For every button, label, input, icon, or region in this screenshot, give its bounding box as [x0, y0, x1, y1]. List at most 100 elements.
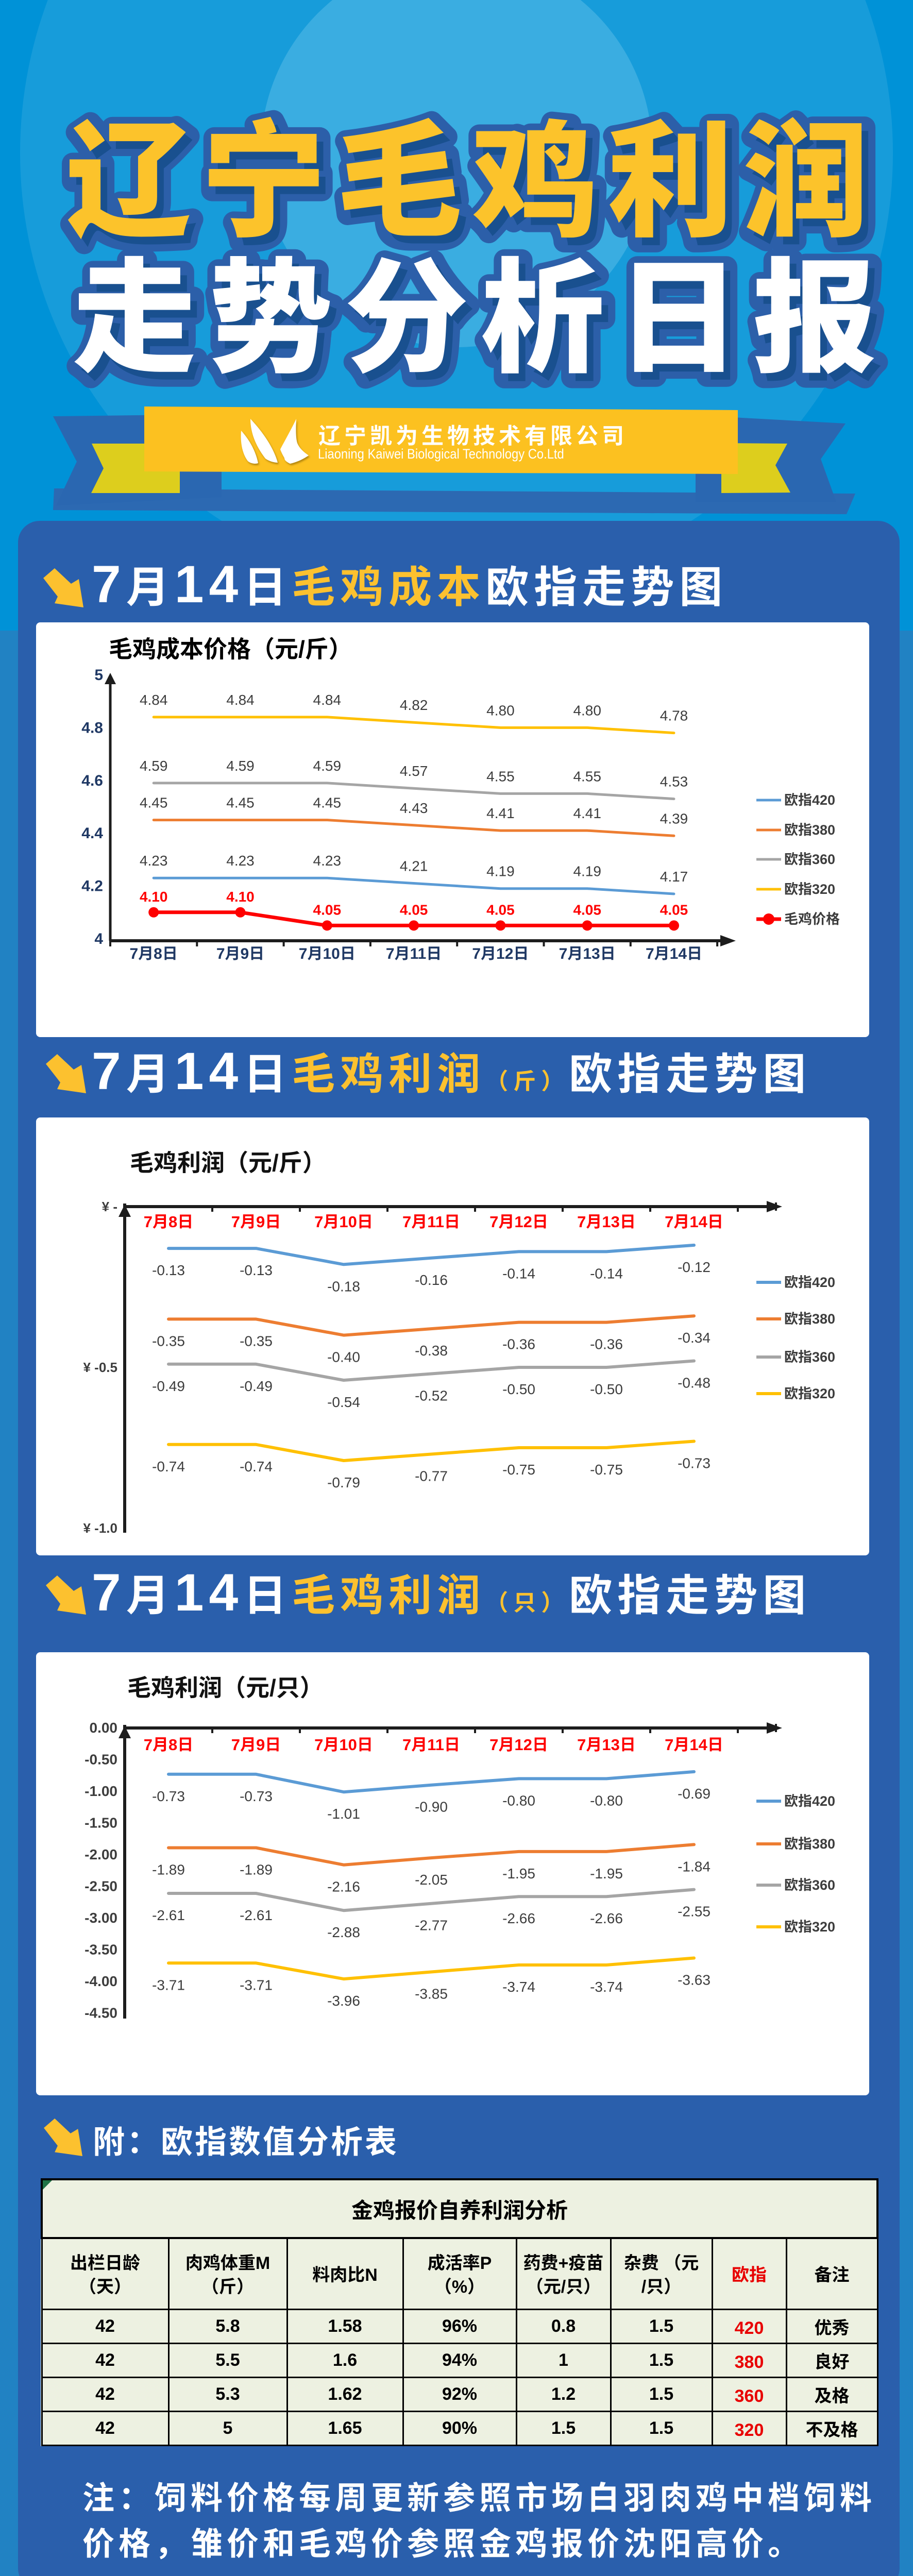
svg-text:4.39: 4.39: [660, 810, 688, 826]
svg-text:4.82: 4.82: [400, 697, 428, 713]
svg-text:-2.61: -2.61: [240, 1907, 273, 1923]
svg-text:7月14日: 7月14日: [665, 1732, 723, 1755]
svg-text:7月10日: 7月10日: [299, 941, 356, 963]
svg-text:7月9日: 7月9日: [231, 1209, 281, 1232]
svg-text:4.80: 4.80: [486, 702, 515, 718]
svg-text:7月9日: 7月9日: [231, 1732, 281, 1755]
svg-text:-2.50: -2.50: [84, 1878, 117, 1894]
svg-text:4.10: 4.10: [140, 889, 168, 905]
svg-text:-1.84: -1.84: [678, 1858, 711, 1874]
svg-text:辽宁毛鸡利润: 辽宁毛鸡利润: [72, 88, 885, 270]
svg-text:7月13日: 7月13日: [559, 941, 616, 963]
svg-text:¥ -1.0: ¥ -1.0: [83, 1520, 118, 1536]
svg-text:4.84: 4.84: [226, 692, 255, 708]
svg-text:-3.74: -3.74: [590, 1979, 623, 1995]
svg-text:-0.77: -0.77: [415, 1468, 448, 1484]
svg-text:-0.75: -0.75: [590, 1462, 623, 1478]
svg-text:-0.74: -0.74: [240, 1459, 273, 1475]
svg-text:-0.13: -0.13: [240, 1262, 273, 1278]
svg-text:-0.90: -0.90: [415, 1799, 448, 1815]
svg-text:-0.34: -0.34: [678, 1330, 711, 1346]
svg-text:7月14日: 7月14日: [646, 941, 702, 963]
svg-text:4.23: 4.23: [140, 853, 168, 869]
svg-text:7月12日: 7月12日: [472, 941, 529, 963]
svg-text:-1.50: -1.50: [84, 1815, 117, 1831]
svg-text:4.21: 4.21: [400, 858, 428, 874]
svg-text:-0.13: -0.13: [152, 1262, 185, 1278]
svg-text:4.19: 4.19: [486, 863, 515, 879]
svg-text:-0.73: -0.73: [240, 1788, 273, 1804]
svg-text:7月8日: 7月8日: [130, 941, 178, 963]
svg-text:-2.61: -2.61: [152, 1907, 185, 1923]
svg-text:-0.38: -0.38: [415, 1343, 448, 1359]
svg-text:4.59: 4.59: [313, 758, 342, 774]
svg-text:-3.96: -3.96: [327, 1993, 360, 2009]
svg-text:欧指380: 欧指380: [784, 819, 835, 839]
svg-text:4.2: 4.2: [81, 878, 103, 895]
svg-text:7月12日: 7月12日: [489, 1732, 548, 1755]
svg-text:-0.50: -0.50: [84, 1752, 117, 1768]
svg-text:-4.00: -4.00: [84, 1973, 117, 1989]
svg-text:欧指360: 欧指360: [784, 1874, 835, 1894]
svg-text:-2.55: -2.55: [678, 1904, 711, 1920]
svg-text:4.59: 4.59: [226, 758, 255, 774]
svg-text:-2.66: -2.66: [502, 1910, 535, 1926]
svg-text:4.55: 4.55: [573, 768, 601, 784]
svg-text:走势分析日报: 走势分析日报: [76, 223, 892, 402]
svg-text:欧指420: 欧指420: [784, 1790, 835, 1810]
svg-text:-0.35: -0.35: [152, 1333, 185, 1349]
svg-text:欧指320: 欧指320: [784, 1382, 835, 1402]
svg-text:-0.36: -0.36: [502, 1336, 535, 1352]
svg-text:-0.12: -0.12: [678, 1259, 711, 1275]
svg-text:-3.74: -3.74: [502, 1979, 535, 1995]
svg-text:-2.16: -2.16: [327, 1879, 360, 1895]
svg-text:-0.79: -0.79: [327, 1475, 360, 1490]
svg-text:4.05: 4.05: [313, 902, 342, 918]
svg-text:4.23: 4.23: [313, 853, 342, 869]
svg-text:辽宁毛鸡利润: 辽宁毛鸡利润: [65, 80, 878, 262]
svg-text:4.8: 4.8: [81, 719, 103, 736]
svg-text:-0.50: -0.50: [590, 1381, 623, 1397]
svg-text:-0.52: -0.52: [415, 1388, 448, 1404]
svg-text:4.05: 4.05: [400, 902, 428, 918]
svg-text:-2.77: -2.77: [415, 1918, 448, 1934]
svg-text:毛鸡利润（元/只）: 毛鸡利润（元/只）: [127, 1669, 324, 1703]
svg-text:4.80: 4.80: [573, 702, 601, 718]
svg-text:欧指320: 欧指320: [784, 1916, 835, 1936]
svg-text:欧指380: 欧指380: [784, 1308, 835, 1328]
svg-text:欧指360: 欧指360: [784, 848, 835, 868]
svg-text:-1.00: -1.00: [84, 1783, 117, 1799]
svg-text:4.17: 4.17: [660, 869, 688, 885]
svg-text:-0.35: -0.35: [240, 1333, 273, 1349]
svg-text:-0.50: -0.50: [502, 1381, 535, 1397]
svg-text:7月10日: 7月10日: [314, 1732, 373, 1755]
svg-text:7月13日: 7月13日: [577, 1732, 636, 1755]
svg-text:辽宁毛鸡利润: 辽宁毛鸡利润: [69, 84, 882, 266]
svg-text:¥ -: ¥ -: [102, 1199, 117, 1214]
svg-text:走势分析日报: 走势分析日报: [79, 227, 895, 405]
svg-text:4.05: 4.05: [660, 902, 688, 918]
svg-text:-0.16: -0.16: [415, 1272, 448, 1288]
svg-text:4.84: 4.84: [140, 692, 168, 708]
svg-text:毛鸡价格: 毛鸡价格: [784, 908, 840, 928]
svg-text:-3.63: -3.63: [678, 1972, 711, 1988]
svg-text:-3.00: -3.00: [84, 1910, 117, 1926]
svg-text:欧指320: 欧指320: [784, 878, 835, 898]
svg-text:7月11日: 7月11日: [402, 1732, 460, 1755]
svg-text:-1.89: -1.89: [152, 1862, 185, 1878]
svg-text:-0.48: -0.48: [678, 1375, 711, 1391]
svg-text:-1.89: -1.89: [240, 1862, 273, 1878]
svg-text:7月14日: 7月14日: [665, 1209, 723, 1232]
svg-text:走势分析日报: 走势分析日报: [73, 219, 889, 398]
svg-text:欧指420: 欧指420: [784, 1271, 835, 1291]
svg-text:-3.50: -3.50: [84, 1942, 117, 1958]
svg-text:4.45: 4.45: [313, 795, 342, 811]
svg-text:-1.95: -1.95: [590, 1866, 623, 1882]
svg-text:-0.18: -0.18: [327, 1278, 360, 1294]
svg-text:欧指360: 欧指360: [784, 1346, 835, 1366]
svg-text:-0.80: -0.80: [590, 1792, 623, 1808]
svg-text:4.41: 4.41: [486, 805, 515, 821]
svg-text:7月10日: 7月10日: [314, 1209, 373, 1232]
svg-text:-0.14: -0.14: [502, 1265, 535, 1281]
svg-text:-1.01: -1.01: [327, 1806, 360, 1822]
